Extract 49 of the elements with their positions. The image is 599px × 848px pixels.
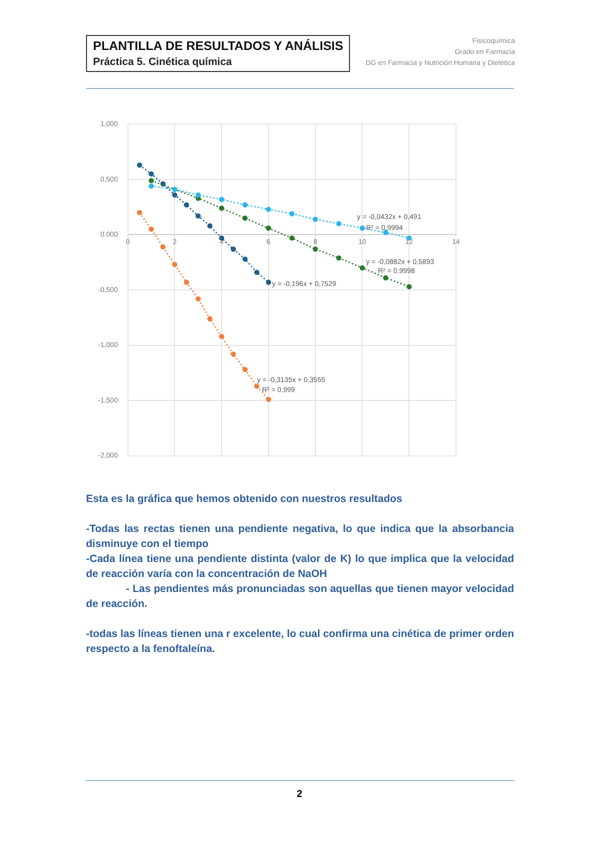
point bbox=[230, 352, 236, 357]
point bbox=[148, 178, 154, 184]
point bbox=[266, 226, 272, 231]
point bbox=[230, 246, 236, 252]
point bbox=[242, 216, 248, 221]
point bbox=[336, 221, 342, 226]
point bbox=[148, 226, 154, 232]
point bbox=[207, 223, 212, 228]
point bbox=[184, 280, 190, 285]
point bbox=[172, 262, 178, 268]
point bbox=[254, 270, 260, 275]
point bbox=[289, 211, 295, 216]
point bbox=[312, 246, 318, 252]
point bbox=[136, 210, 142, 216]
point bbox=[360, 226, 365, 231]
text: - Las pendientes más pronunciadas son aquellas que tienen mayor velocidad de reacción. bbox=[86, 582, 514, 612]
chart-title: PLANTILLA DE RESULTADOS Y ANÁLISIS bbox=[93, 39, 344, 53]
point bbox=[360, 265, 365, 270]
point bbox=[336, 255, 342, 261]
text: -Todas las rectas tienen una pendiente negativa, lo que indica que la absorbancia disminuye con el tiempo bbox=[86, 522, 514, 552]
point bbox=[266, 206, 272, 212]
point bbox=[242, 366, 248, 372]
point bbox=[219, 206, 224, 211]
point bbox=[383, 275, 388, 280]
point bbox=[242, 202, 248, 208]
point bbox=[184, 202, 190, 208]
point bbox=[219, 196, 224, 202]
text: Esta es la gráfica que hemos obtenido con nuestros resultados bbox=[86, 492, 404, 507]
text: -Cada línea tiene una pendiente distinta (valor de K) lo que implica que la velocidad de reacción varía con la concentración de NaOH bbox=[86, 552, 514, 582]
point bbox=[312, 216, 318, 222]
point bbox=[196, 213, 201, 219]
text: -todas las líneas tienen una r excelente, lo cual confirma una cinética de primer orden respecto a la fenoftaleína. bbox=[86, 627, 514, 657]
point bbox=[172, 192, 178, 198]
point bbox=[219, 334, 224, 340]
text: 2 bbox=[296, 789, 304, 800]
point bbox=[406, 284, 412, 290]
point bbox=[148, 171, 154, 177]
point bbox=[196, 296, 201, 302]
point bbox=[148, 184, 154, 189]
point bbox=[196, 192, 201, 198]
point bbox=[207, 316, 212, 322]
point bbox=[266, 280, 272, 285]
point bbox=[289, 235, 295, 241]
point bbox=[254, 384, 260, 389]
chart-subtitle: Práctica 5. Cinética química bbox=[93, 56, 233, 68]
point bbox=[136, 162, 142, 168]
point bbox=[266, 396, 272, 402]
point bbox=[242, 256, 248, 262]
point bbox=[160, 244, 166, 250]
